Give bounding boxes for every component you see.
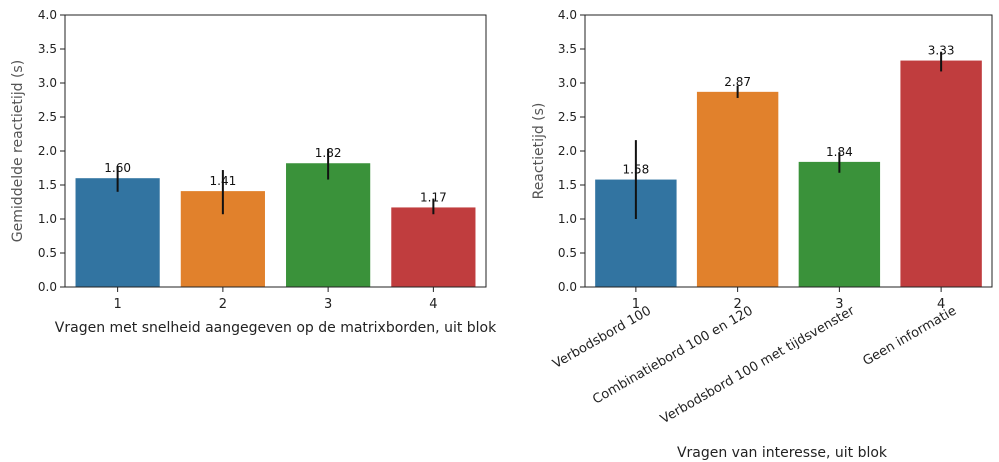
bar-4 (900, 60, 982, 288)
bar-3 (798, 161, 881, 287)
y-tick-label: 2.5 (38, 110, 57, 124)
y-tick-label: 0.5 (38, 246, 57, 260)
data-label-2: 1.41 (210, 174, 237, 188)
data-label-4: 3.33 (928, 44, 955, 58)
bar-3 (286, 163, 371, 287)
y-tick-label: 1.0 (38, 212, 57, 226)
y-tick-label: 1.0 (558, 212, 577, 226)
bar-1 (75, 178, 160, 287)
y-tick-label: 4.0 (558, 8, 577, 22)
x-tick-label: 3 (324, 297, 332, 312)
y-tick-label: 2.0 (38, 144, 57, 158)
x-tick-label: 3 (835, 297, 843, 312)
x-tick-label: 4 (937, 297, 945, 312)
data-label-1: 1.58 (623, 163, 650, 177)
category-label: Geen informatie (860, 303, 959, 369)
y-tick-label: 0.0 (38, 280, 57, 294)
bar-4 (391, 207, 476, 287)
x-tick-label: 1 (113, 297, 121, 312)
y-tick-label: 2.0 (558, 144, 577, 158)
y-tick-label: 0.5 (558, 246, 577, 260)
y-axis-title: Reactietijd (s) (531, 103, 547, 200)
x-tick-label: 1 (632, 297, 640, 312)
x-axis-title: Vragen met snelheid aangegeven op de mat… (55, 320, 497, 336)
right-chart-panel: 1.58 2.87 1.84 3.33 0.0 0.5 1.0 1.5 2.0 2.5 3.0 3.5… (531, 8, 993, 461)
x-tick-label: 2 (733, 297, 741, 312)
y-tick-label: 3.0 (38, 76, 57, 90)
y-tick-label: 4.0 (38, 8, 57, 22)
category-label: Combinatiebord 100 en 120 (590, 303, 755, 407)
x-tick-label: 4 (429, 297, 437, 312)
x-axis-title: Vragen van interesse, uit blok (677, 445, 888, 461)
y-tick-label: 1.5 (558, 178, 577, 192)
y-tick-label: 2.5 (558, 110, 577, 124)
bar-2 (696, 91, 779, 287)
y-axis-title: Gemiddelde reactietijd (s) (10, 60, 26, 242)
category-label: Verbodsbord 100 (550, 303, 654, 371)
y-tick-label: 3.5 (558, 42, 577, 56)
data-label-2: 2.87 (724, 75, 751, 89)
category-label: Verbodsbord 100 met tijdsvenster (658, 303, 858, 427)
data-label-3: 1.82 (315, 146, 342, 160)
x-tick-label: 2 (219, 297, 227, 312)
y-tick-label: 1.5 (38, 178, 57, 192)
data-label-4: 1.17 (420, 190, 447, 204)
y-tick-label: 3.5 (38, 42, 57, 56)
data-label-1: 1.60 (104, 161, 131, 175)
left-chart-panel: 1.60 1.41 1.82 1.17 0.0 0.5 1.0 1.5 2.0 2.5 3.0 3.5… (10, 8, 497, 336)
y-tick-label: 0.0 (558, 280, 577, 294)
data-label-3: 1.84 (826, 145, 853, 159)
y-tick-label: 3.0 (558, 76, 577, 90)
